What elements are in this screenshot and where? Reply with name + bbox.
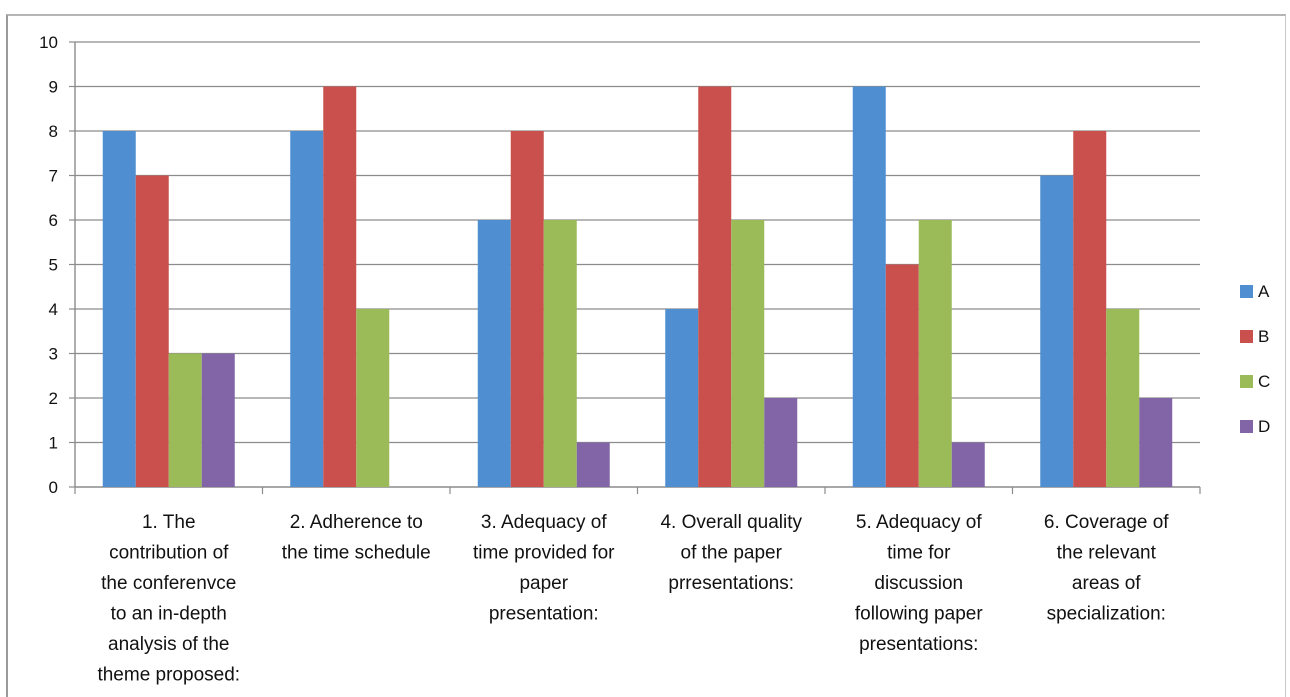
category-label: 4. Overall quality	[660, 512, 802, 533]
bar-B-3	[510, 131, 544, 487]
category-label: presentation:	[489, 604, 599, 625]
bar-C-3	[543, 220, 577, 487]
bar-A-2	[290, 131, 324, 487]
bar-A-6	[1040, 175, 1074, 487]
bar-A-3	[477, 220, 511, 487]
category-label: 2. Adherence to	[290, 512, 423, 533]
category-label: the time schedule	[282, 543, 431, 564]
y-tick-label: 3	[49, 345, 58, 364]
legend-swatch-D	[1240, 420, 1253, 433]
legend-swatch-A	[1240, 285, 1253, 298]
bar-D-4	[764, 398, 798, 487]
bar-C-4	[731, 220, 765, 487]
category-label: 5. Adequacy of	[856, 512, 982, 533]
y-tick-label: 9	[49, 78, 58, 97]
category-label: 3. Adequacy of	[481, 512, 607, 533]
bar-A-4	[665, 309, 699, 487]
y-tick-label: 7	[49, 167, 58, 186]
bar-B-4	[698, 86, 732, 487]
legend-label-B: B	[1258, 327, 1269, 346]
bar-A-1	[102, 131, 136, 487]
bar-A-5	[852, 86, 886, 487]
category-label: to an in-depth	[111, 604, 227, 625]
category-label: paper	[519, 573, 568, 594]
category-label: the relevant	[1057, 543, 1157, 564]
y-tick-label: 4	[49, 300, 58, 319]
category-label: time for	[887, 543, 951, 564]
bar-D-1	[201, 353, 235, 487]
bar-B-5	[885, 264, 919, 487]
category-label: discussion	[874, 573, 963, 594]
bar-C-6	[1106, 309, 1140, 487]
bar-B-2	[323, 86, 357, 487]
category-label: contribution of	[109, 543, 229, 564]
y-tick-label: 2	[49, 389, 58, 408]
bar-D-3	[576, 442, 610, 487]
category-label: following paper	[855, 604, 983, 625]
bar-B-1	[135, 175, 169, 487]
category-label: analysis of the	[108, 634, 229, 655]
category-label: specialization:	[1047, 604, 1166, 625]
legend-label-D: D	[1258, 417, 1270, 436]
bar-D-5	[951, 442, 985, 487]
category-label: 6. Coverage of	[1044, 512, 1169, 533]
y-tick-label: 6	[49, 211, 58, 230]
legend-swatch-B	[1240, 330, 1253, 343]
category-label: time provided for	[473, 543, 615, 564]
legend-label-C: C	[1258, 372, 1270, 391]
category-label: areas of	[1072, 573, 1141, 594]
bar-B-6	[1073, 131, 1107, 487]
y-tick-label: 10	[39, 33, 58, 52]
y-tick-label: 8	[49, 122, 58, 141]
y-tick-label: 1	[49, 434, 58, 453]
legend-label-A: A	[1258, 282, 1270, 301]
y-tick-label: 5	[49, 256, 58, 275]
category-label: theme proposed:	[97, 665, 240, 686]
category-label: prresentations:	[668, 573, 794, 594]
bar-C-1	[168, 353, 202, 487]
chart-frame	[6, 14, 1286, 697]
legend-swatch-C	[1240, 375, 1253, 388]
bar-C-5	[918, 220, 952, 487]
bar-C-2	[356, 309, 390, 487]
category-label: presentations:	[859, 634, 978, 655]
y-tick-label: 0	[49, 478, 58, 497]
bar-D-6	[1139, 398, 1173, 487]
category-label: 1. The	[142, 512, 196, 533]
category-label: of the paper	[681, 543, 783, 564]
category-label: the conferenvce	[101, 573, 236, 594]
